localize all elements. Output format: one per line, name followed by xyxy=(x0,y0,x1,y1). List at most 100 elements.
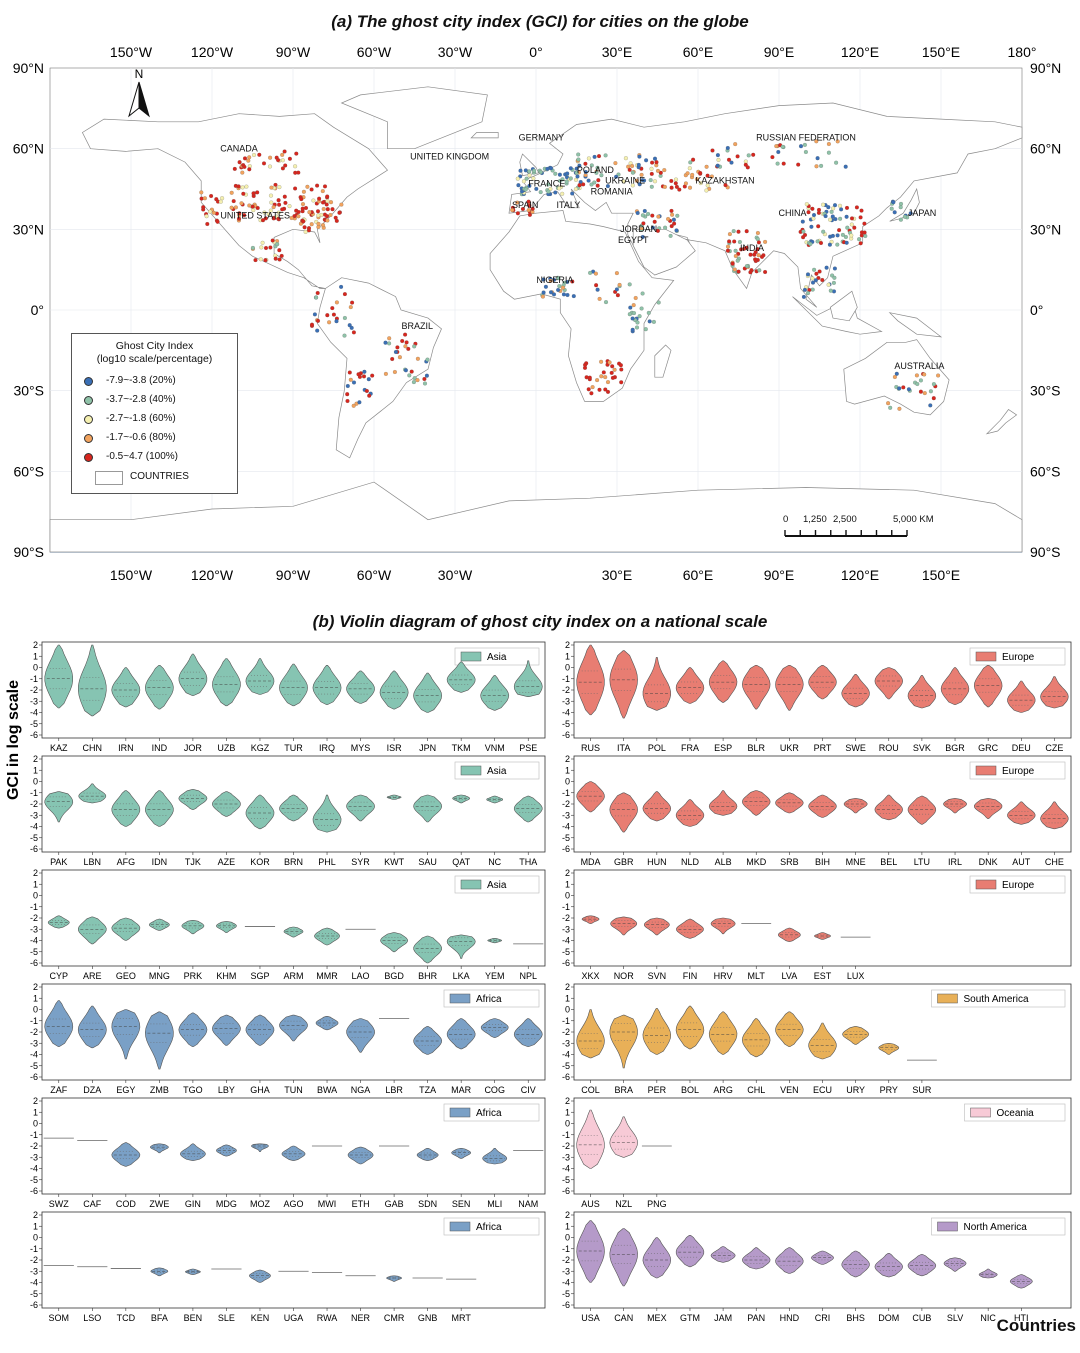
city-dot xyxy=(745,165,750,170)
city-dot xyxy=(316,209,321,214)
city-dot xyxy=(599,359,604,364)
landmass-new-zealand xyxy=(985,409,1018,435)
y-tick-label: 0 xyxy=(33,1005,38,1015)
city-dot xyxy=(775,161,780,166)
x-tick-label: PRT xyxy=(814,743,832,753)
y-tick-label: 0 xyxy=(33,1119,38,1129)
city-dot xyxy=(527,173,532,178)
x-tick-label: SWZ xyxy=(49,1199,69,1209)
x-tick-label: BWA xyxy=(317,1085,337,1095)
y-tick-label: 0 xyxy=(565,1233,570,1243)
city-dot xyxy=(725,248,730,253)
violin-mark xyxy=(675,1235,705,1268)
city-dot xyxy=(277,248,282,253)
violin-mark xyxy=(943,798,967,814)
city-dot xyxy=(649,166,654,171)
city-dot xyxy=(383,371,388,376)
city-dot xyxy=(780,144,785,149)
city-dot xyxy=(545,166,550,171)
y-tick-label: 0 xyxy=(33,663,38,673)
city-dot xyxy=(802,287,807,292)
city-dot xyxy=(255,206,260,211)
y-tick-label: -4 xyxy=(30,936,38,946)
country-label: GERMANY xyxy=(519,133,565,143)
lat-tick-left: 30°S xyxy=(13,383,44,399)
city-dot xyxy=(906,387,911,392)
violin-mark xyxy=(843,798,868,814)
violin-mark xyxy=(576,1220,605,1283)
city-dot xyxy=(663,225,668,230)
city-dot xyxy=(630,327,635,332)
y-tick-label: -3 xyxy=(30,1152,38,1162)
city-dot xyxy=(236,184,241,189)
city-dot xyxy=(351,330,356,335)
violin-mark xyxy=(642,657,672,711)
landmass-new-guinea xyxy=(888,312,943,338)
x-tick-label: HTI xyxy=(1014,1313,1029,1323)
panel-legend-label: North America xyxy=(964,1222,1028,1233)
y-tick-label: -4 xyxy=(562,1278,570,1288)
x-tick-label: SGP xyxy=(250,971,269,981)
violin-mark xyxy=(513,1018,543,1047)
city-dot xyxy=(577,163,582,168)
city-dot xyxy=(362,374,367,379)
violin-mark xyxy=(77,916,107,945)
city-dot xyxy=(892,375,897,380)
y-tick-label: 1 xyxy=(33,993,38,1003)
city-dot xyxy=(573,187,578,192)
city-dot xyxy=(662,168,667,173)
city-dot xyxy=(273,256,278,261)
x-tick-label: UZB xyxy=(217,743,235,753)
x-tick-label: IRQ xyxy=(319,743,335,753)
city-dot xyxy=(643,327,648,332)
city-dot xyxy=(610,364,615,369)
city-dot xyxy=(849,216,854,221)
city-dot xyxy=(208,209,213,214)
city-dot xyxy=(628,305,633,310)
city-dot xyxy=(269,185,274,190)
x-tick-label: GTM xyxy=(680,1313,700,1323)
city-dot xyxy=(271,216,276,221)
violin-mark xyxy=(245,658,275,695)
city-dot xyxy=(339,202,344,207)
x-tick-label: MYS xyxy=(351,743,371,753)
city-dot xyxy=(607,360,612,365)
city-dot xyxy=(831,206,836,211)
country-label: INDIA xyxy=(740,243,764,253)
city-dot xyxy=(263,216,268,221)
city-dot xyxy=(557,172,562,177)
city-dot xyxy=(814,271,819,276)
x-tick-label: KAZ xyxy=(50,743,68,753)
city-dot xyxy=(305,184,310,189)
violin-mark xyxy=(841,1250,870,1278)
panel-legend-swatch xyxy=(937,1221,958,1232)
violin-mark xyxy=(675,1005,705,1050)
city-dot xyxy=(669,208,674,213)
city-dot xyxy=(633,296,638,301)
violin-mark xyxy=(212,1014,241,1046)
city-dot xyxy=(662,184,667,189)
city-dot xyxy=(733,254,738,259)
y-tick-label: -4 xyxy=(562,936,570,946)
city-dot xyxy=(774,144,779,149)
city-dot xyxy=(670,212,675,217)
violin-mark xyxy=(77,644,107,717)
city-dot xyxy=(266,212,271,217)
city-dot xyxy=(560,285,565,290)
violin-mark xyxy=(111,790,141,827)
city-dot xyxy=(214,197,219,202)
city-dot xyxy=(556,276,561,281)
country-label: JORDAN xyxy=(620,224,657,234)
y-tick-label: -1 xyxy=(562,1130,570,1140)
city-dot xyxy=(314,295,319,300)
city-dot xyxy=(251,191,256,196)
city-dot xyxy=(260,240,265,245)
x-tick-label: CZE xyxy=(1045,743,1063,753)
y-tick-label: -2 xyxy=(562,913,570,923)
city-dot xyxy=(347,370,352,375)
city-dot xyxy=(931,382,936,387)
y-tick-label: -4 xyxy=(30,1164,38,1174)
x-tick-label: JPN xyxy=(419,743,436,753)
country-label: ITALY xyxy=(557,200,581,210)
violin-mark xyxy=(346,794,375,822)
